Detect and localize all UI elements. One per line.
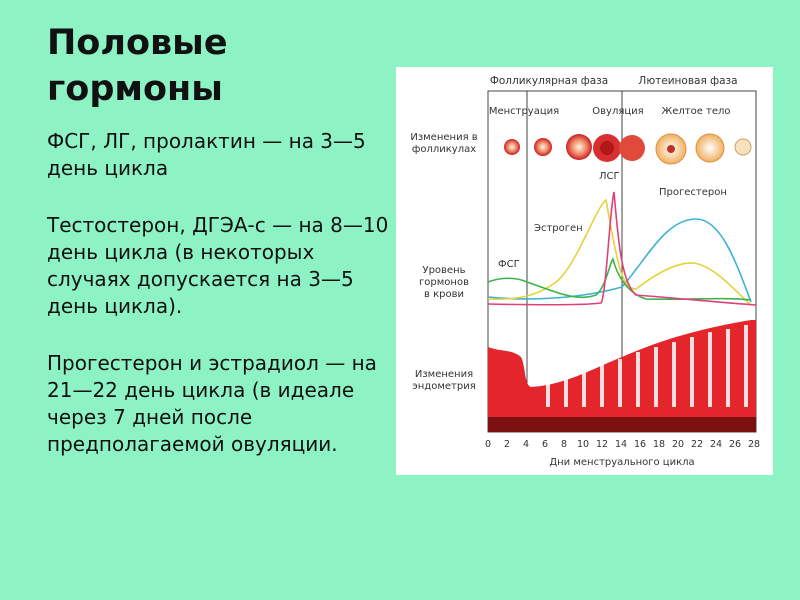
x-tick: 8: [561, 439, 567, 450]
x-axis-label: Дни менструального цикла: [549, 457, 694, 468]
follicle-3-icon: [566, 134, 592, 160]
x-tick: 16: [634, 439, 646, 450]
menstruation-label: Менструация: [489, 106, 559, 117]
title-line-1: Половые: [47, 23, 228, 63]
estrogen-curve: [487, 198, 752, 306]
ovulation-label: Овуляция: [592, 106, 643, 117]
x-tick: 24: [710, 439, 722, 450]
hormone-curves: [487, 191, 757, 306]
title-line-2: гормоны: [47, 69, 223, 109]
x-tick: 0: [485, 439, 491, 450]
x-tick: 18: [653, 439, 665, 450]
corpus-luteum-2-icon: [695, 133, 725, 163]
x-tick: 12: [596, 439, 608, 450]
slide-text: ФСГ, ЛГ, пролактин — на 3—5 день цикла Т…: [47, 128, 392, 488]
follicle-1-icon: [504, 139, 520, 155]
row-label-endometrium: Изменения эндометрия: [412, 369, 475, 392]
lh-curve: [487, 191, 757, 306]
x-tick: 6: [542, 439, 548, 450]
follicle-rupture-icon: [619, 135, 645, 161]
corpus-albicans-icon: [734, 138, 752, 156]
svg-text:фолликулах: фолликулах: [412, 144, 476, 155]
row-label-hormones: Уровень гормонов в крови: [419, 265, 469, 300]
slide-title: Половые гормоны: [47, 20, 367, 112]
fsh-label: ФСГ: [498, 259, 520, 270]
corpus-luteum-label: Желтое тело: [661, 106, 730, 117]
endometrium-base: [488, 417, 756, 432]
cycle-diagram: Фолликулярная фаза Лютеиновая фаза Менст…: [410, 75, 760, 468]
x-tick: 20: [672, 439, 684, 450]
follicle-images: [504, 133, 752, 165]
paragraph-fsh-lh: ФСГ, ЛГ, пролактин — на 3—5 день цикла: [47, 129, 366, 180]
svg-text:эндометрия: эндометрия: [412, 381, 475, 392]
estrogen-label: Эстроген: [534, 223, 583, 234]
progesterone-label: Прогестерон: [659, 187, 727, 198]
x-tick: 2: [504, 439, 510, 450]
paragraph-testosterone: Тестостерон, ДГЭА-с — на 8—10 день цикла…: [47, 213, 389, 318]
x-tick: 28: [748, 439, 760, 450]
lh-label: ЛСГ: [599, 171, 620, 182]
svg-text:Уровень: Уровень: [422, 265, 465, 276]
x-tick: 26: [729, 439, 741, 450]
x-axis: 0 2 4 6 8 10 12 14 16 18 20 22 24 26 28 …: [485, 439, 760, 468]
svg-text:в крови: в крови: [424, 289, 464, 300]
phase-follicular-label: Фолликулярная фаза: [490, 75, 608, 87]
menstrual-cycle-figure: Фолликулярная фаза Лютеиновая фаза Менст…: [396, 67, 773, 475]
follicle-2-icon: [534, 138, 552, 156]
paragraph-progesterone: Прогестерон и эстрадиол — на 21—22 день …: [47, 351, 377, 456]
svg-text:Изменения: Изменения: [415, 369, 473, 380]
x-tick: 4: [523, 439, 529, 450]
phase-luteal-label: Лютеиновая фаза: [638, 75, 737, 87]
svg-text:Изменения в: Изменения в: [410, 132, 477, 143]
endometrium-band: [488, 320, 756, 432]
x-tick: 10: [577, 439, 589, 450]
x-tick: 14: [615, 439, 627, 450]
row-label-follicles: Изменения в фолликулах: [410, 132, 477, 155]
svg-text:гормонов: гормонов: [419, 277, 469, 288]
x-tick: 22: [691, 439, 703, 450]
progesterone-curve: [487, 218, 752, 303]
